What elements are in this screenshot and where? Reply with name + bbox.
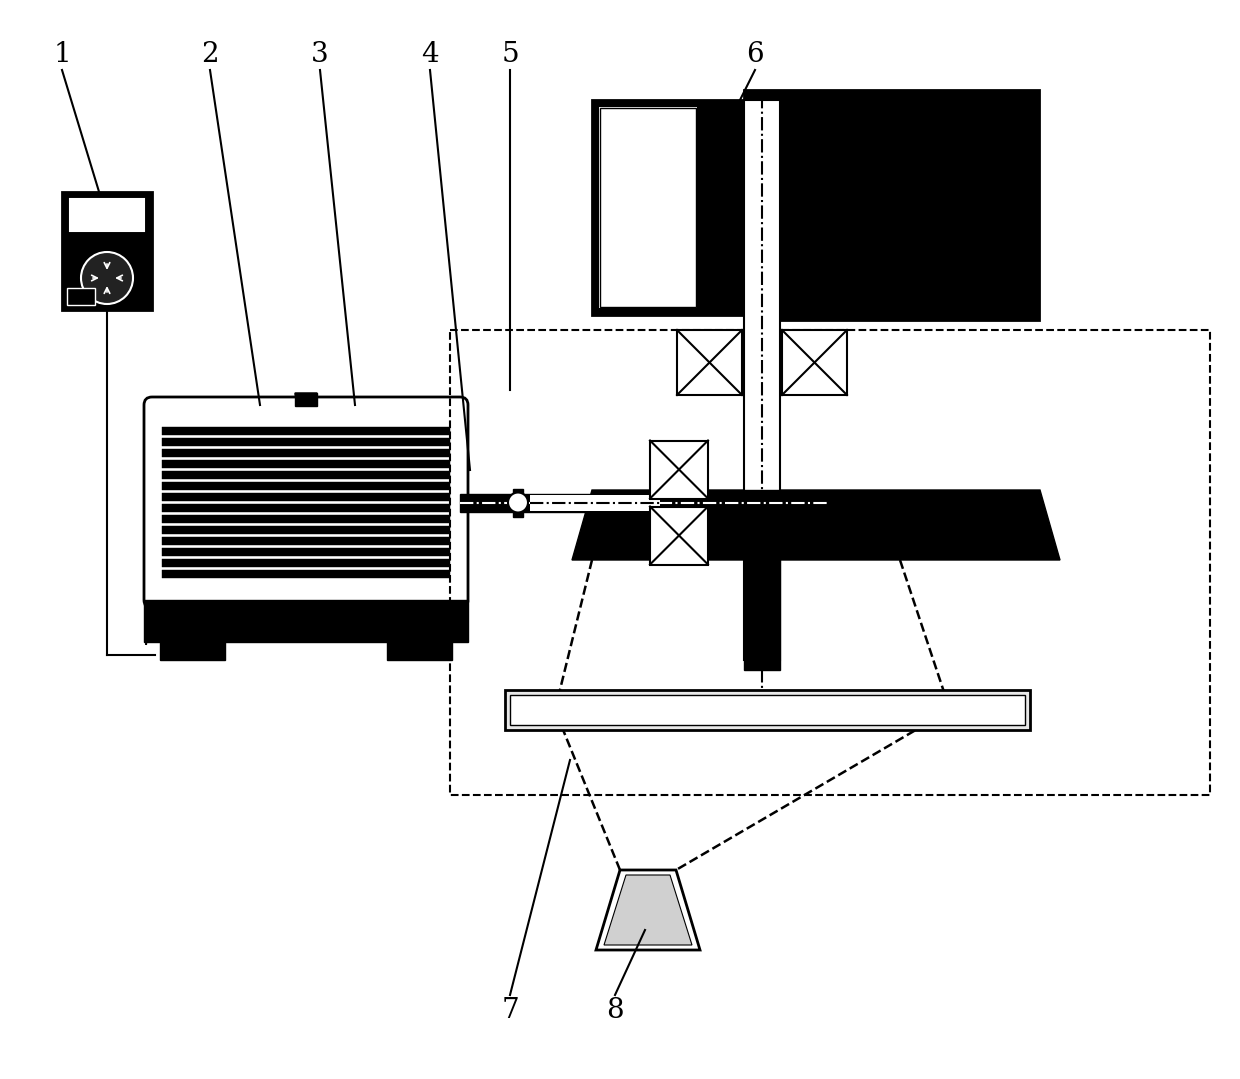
Bar [67, 288, 95, 305]
Bar [62, 192, 153, 310]
Bar [69, 199, 144, 231]
Bar [708, 493, 777, 511]
Text: 2: 2 [201, 41, 218, 68]
Bar [744, 490, 780, 670]
FancyBboxPatch shape [144, 397, 467, 607]
Bar [144, 600, 467, 642]
Bar [162, 482, 450, 490]
Text: 3: 3 [311, 41, 329, 68]
Bar [160, 642, 224, 660]
Bar [505, 689, 1030, 730]
Text: 8: 8 [606, 997, 624, 1024]
Bar [295, 393, 317, 406]
Bar [162, 504, 450, 513]
Bar [744, 493, 773, 511]
Bar [591, 100, 744, 315]
Bar [677, 330, 742, 395]
Bar [744, 90, 1039, 320]
Bar [782, 330, 847, 395]
Bar [600, 108, 696, 308]
Bar [650, 506, 708, 564]
Bar [162, 427, 450, 435]
Bar [510, 695, 1025, 725]
Bar [162, 515, 450, 523]
Text: 7: 7 [501, 997, 518, 1024]
Bar [162, 570, 450, 578]
Bar [162, 493, 450, 501]
Bar [598, 106, 698, 309]
Text: 4: 4 [422, 41, 439, 68]
Bar [529, 494, 660, 510]
Polygon shape [596, 870, 701, 950]
Bar [460, 493, 830, 511]
Bar [162, 438, 450, 446]
Circle shape [81, 252, 133, 304]
Text: 6: 6 [746, 41, 764, 68]
Bar [162, 472, 450, 479]
Bar [162, 559, 450, 566]
Bar [450, 330, 1210, 795]
Bar [162, 449, 450, 457]
Bar [162, 460, 450, 468]
Bar [387, 642, 453, 660]
Wedge shape [295, 393, 317, 404]
Circle shape [508, 492, 528, 513]
Text: 5: 5 [501, 41, 518, 68]
Text: 1: 1 [53, 41, 71, 68]
Bar [162, 548, 450, 556]
Bar [513, 489, 523, 517]
Bar [744, 100, 780, 660]
Bar [162, 525, 450, 534]
Polygon shape [604, 875, 692, 945]
Bar [162, 537, 450, 545]
Polygon shape [572, 490, 1060, 560]
Bar [650, 440, 708, 498]
